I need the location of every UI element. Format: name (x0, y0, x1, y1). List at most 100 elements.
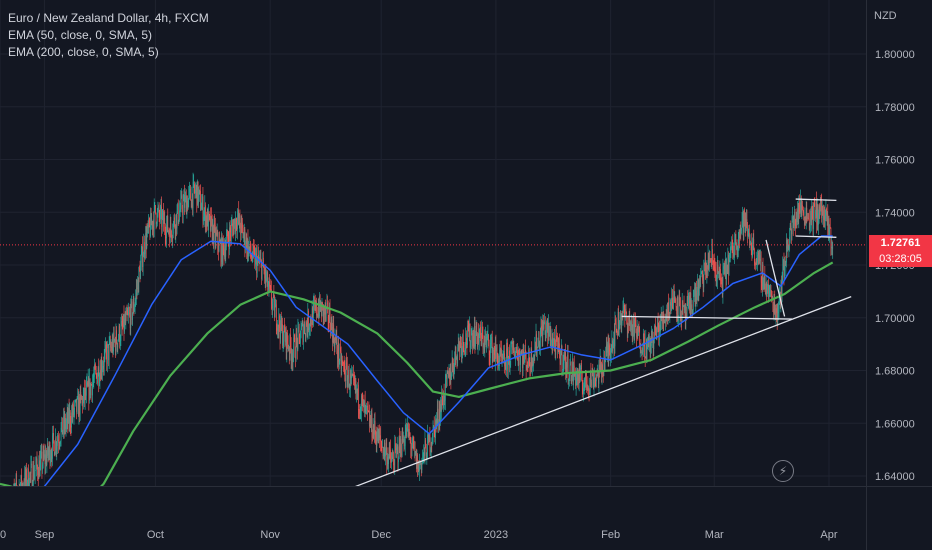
candle-body (172, 233, 174, 239)
candle-body (46, 454, 47, 465)
candle-body (139, 268, 141, 280)
candle-body (583, 388, 584, 394)
candle-body (184, 196, 186, 208)
candle-body (424, 440, 426, 456)
candle-body (772, 297, 774, 309)
candle-body (479, 335, 480, 343)
candle-body (81, 395, 82, 400)
candle-body (671, 289, 673, 304)
candle-body (276, 304, 277, 328)
candle-body (656, 332, 657, 340)
candle-body (162, 211, 164, 216)
candle-body (514, 354, 515, 358)
candle-body (447, 371, 449, 374)
candle-body (794, 212, 796, 226)
candle-body (516, 349, 517, 352)
candle-body (193, 182, 195, 183)
candle-body (351, 374, 353, 376)
candle-body (714, 267, 716, 269)
candle-body (187, 200, 188, 210)
candle-body (237, 211, 239, 219)
candle-body (799, 204, 800, 212)
candle-body (696, 292, 698, 301)
candle-body (588, 387, 589, 390)
candle-body (207, 211, 209, 231)
candle-body (585, 370, 586, 380)
candle-body (727, 254, 729, 270)
candle-body (504, 353, 505, 367)
candle-body (575, 378, 577, 386)
candle-body (706, 265, 708, 277)
candle-body (350, 373, 351, 389)
candle-body (303, 331, 304, 343)
candle-body (815, 202, 817, 218)
symbol-title[interactable]: Euro / New Zealand Dollar, 4h, FXCM (8, 11, 209, 25)
candle-body (537, 339, 539, 348)
candle-body (714, 263, 715, 268)
plot-area (0, 172, 852, 486)
candle-body (112, 340, 113, 351)
candle-body (501, 356, 503, 358)
candle-body (277, 324, 279, 329)
candle-body (96, 373, 98, 384)
candle-body (783, 259, 784, 267)
candle-body (138, 267, 140, 293)
candle-body (755, 261, 757, 265)
candle-body (255, 254, 256, 267)
candle-body (482, 329, 483, 335)
candle-body (326, 307, 327, 315)
candle-body (337, 350, 338, 359)
candle-body (503, 353, 505, 355)
candle-body (141, 246, 143, 254)
candle-body (679, 297, 681, 298)
candle-body (715, 271, 717, 283)
candle-body (601, 364, 603, 375)
candle-body (177, 203, 178, 212)
candle-body (113, 332, 114, 352)
candle-body (754, 248, 755, 261)
candle-body (244, 229, 246, 249)
candle-body (260, 258, 261, 260)
candle-body (530, 367, 531, 371)
candle-body (132, 312, 133, 320)
candle-body (648, 336, 650, 343)
candle-body (710, 259, 711, 263)
candle-body (651, 330, 652, 347)
candle-body (736, 243, 737, 250)
ema50-legend[interactable]: EMA (50, close, 0, SMA, 5) (8, 28, 153, 42)
candle-body (232, 226, 234, 236)
candle-body (306, 322, 307, 326)
candle-body (506, 348, 507, 371)
candle-body (66, 412, 68, 419)
candle-body (339, 347, 341, 361)
price-unit-label[interactable]: NZD (874, 10, 897, 22)
candle-body (143, 242, 145, 258)
candle-body (823, 210, 824, 220)
candle-body (379, 435, 381, 439)
candle-body (282, 340, 284, 346)
candle-body (377, 427, 379, 444)
candle-body (116, 330, 117, 344)
lightning-bolt-icon[interactable]: ⚡︎ (772, 460, 794, 482)
candle-body (158, 206, 159, 210)
candle-body (103, 354, 105, 367)
candle-body (504, 366, 506, 367)
candle-body (635, 321, 636, 325)
flat-support (621, 315, 792, 320)
candle-body (809, 222, 811, 229)
candle-body (37, 466, 38, 476)
candle-body (577, 374, 579, 381)
candle-body (773, 308, 774, 313)
candle-body (716, 278, 718, 283)
candle-body (565, 362, 567, 375)
candle-body (417, 454, 418, 476)
candle-body (464, 348, 466, 352)
candle-body (340, 347, 341, 352)
candle-body (459, 340, 461, 352)
ema200-legend[interactable]: EMA (200, close, 0, SMA, 5) (8, 45, 159, 59)
candle-body (313, 303, 314, 326)
candle-body (499, 349, 500, 362)
candle-body (253, 248, 255, 251)
